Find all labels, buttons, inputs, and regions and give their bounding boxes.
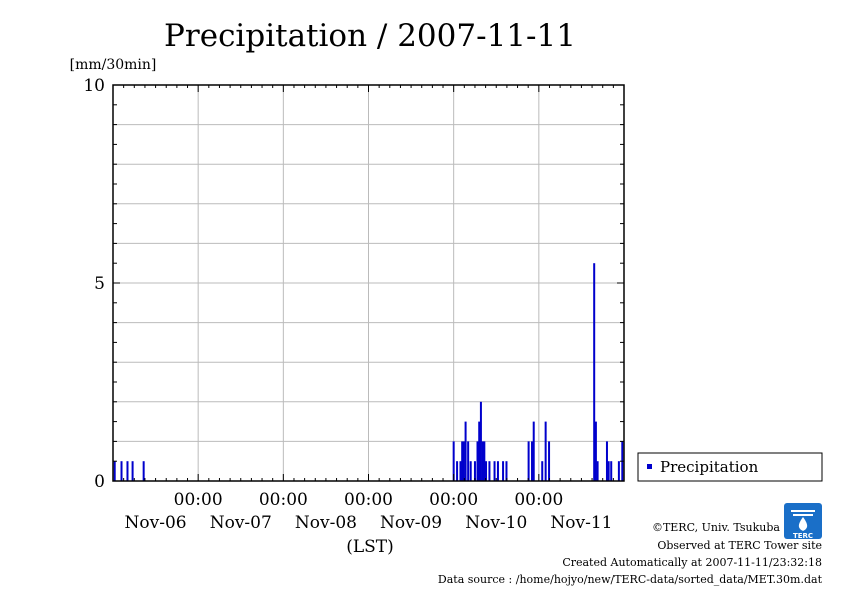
precipitation-bar — [605, 441, 608, 481]
precipitation-bar — [505, 461, 508, 481]
precipitation-bar — [131, 461, 134, 481]
legend-label: Precipitation — [660, 458, 759, 476]
precipitation-bar — [607, 461, 610, 481]
precipitation-bar — [467, 441, 470, 481]
precipitation-bar — [544, 421, 547, 481]
precipitation-bar — [464, 421, 467, 481]
precipitation-bar — [531, 441, 534, 481]
y-tick-label: 10 — [83, 76, 105, 96]
logo-text: TERC — [793, 532, 813, 540]
x-time-tick-label: 00:00 — [429, 490, 478, 510]
x-date-label: Nov-08 — [295, 513, 357, 533]
created-text: Created Automatically at 2007-11-11/23:3… — [562, 556, 822, 569]
logo-drop-icon — [798, 517, 808, 531]
y-axis-unit-label: [mm/30min] — [70, 57, 157, 73]
precipitation-bar — [479, 401, 482, 481]
precipitation-bar — [126, 461, 129, 481]
precipitation-bar — [617, 461, 620, 481]
precipitation-bar — [459, 461, 462, 481]
observed-text: Observed at TERC Tower site — [657, 539, 822, 552]
bar-series — [113, 263, 624, 481]
precipitation-bar — [496, 461, 499, 481]
legend: Precipitation — [637, 452, 823, 482]
precipitation-bar — [476, 441, 479, 481]
precipitation-bar — [485, 461, 488, 481]
precipitation-bar — [481, 441, 484, 481]
precipitation-bar — [594, 421, 597, 481]
precipitation-bar — [488, 461, 491, 481]
precipitation-bar — [462, 441, 465, 481]
grid — [113, 85, 624, 481]
terc-logo: TERC — [784, 503, 822, 540]
precipitation-bar — [452, 441, 455, 481]
x-time-tick-label: 00:00 — [174, 490, 223, 510]
precipitation-bar — [142, 461, 145, 481]
x-date-label: Nov-09 — [380, 513, 442, 533]
x-axis-label: (LST) — [346, 537, 394, 557]
precipitation-bar — [120, 461, 123, 481]
precipitation-bar — [483, 441, 486, 481]
legend-swatch — [647, 464, 652, 469]
precipitation-bar — [478, 421, 481, 481]
legend-box — [637, 452, 823, 482]
x-date-label: Nov-10 — [465, 513, 527, 533]
data-source-text: Data source : /home/hojyo/new/TERC-data/… — [438, 573, 823, 586]
precipitation-bar — [548, 441, 551, 481]
chart-title: Precipitation / 2007-11-11 — [164, 18, 576, 54]
precipitation-bar — [593, 263, 596, 481]
precipitation-bar — [456, 461, 459, 481]
y-tick-label: 0 — [94, 472, 105, 492]
x-date-label: Nov-11 — [550, 513, 612, 533]
precipitation-bar — [527, 441, 530, 481]
x-time-tick-label: 00:00 — [259, 490, 308, 510]
precipitation-bar — [541, 461, 544, 481]
precipitation-bar — [532, 421, 535, 481]
precipitation-bar — [113, 461, 116, 481]
precipitation-bar — [610, 461, 613, 481]
axes: 0 5 10 00:00 00:00 00:00 00:00 00:00 Nov-06 Nov-0… — [83, 76, 625, 533]
x-date-label: Nov-07 — [210, 513, 272, 533]
y-tick-label: 5 — [94, 274, 105, 294]
x-date-label: Nov-06 — [125, 513, 187, 533]
precipitation-bar — [502, 461, 505, 481]
precipitation-bar — [469, 461, 472, 481]
precipitation-bar — [493, 461, 496, 481]
precipitation-bar — [473, 461, 476, 481]
x-time-tick-label: 00:00 — [344, 490, 393, 510]
copyright-text: ©TERC, Univ. Tsukuba — [652, 521, 780, 534]
precipitation-bar — [596, 461, 599, 481]
logo-stripes — [791, 510, 815, 516]
x-time-tick-label: 00:00 — [514, 490, 563, 510]
precipitation-bar — [461, 441, 464, 481]
